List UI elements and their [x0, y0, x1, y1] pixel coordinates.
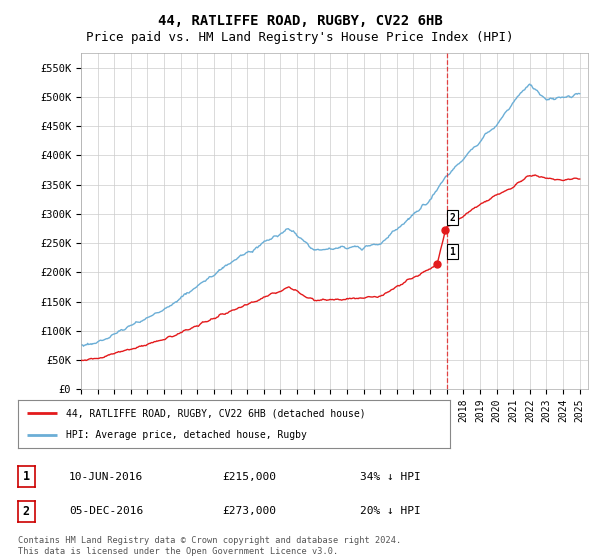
- Text: 2: 2: [449, 213, 455, 223]
- Text: 05-DEC-2016: 05-DEC-2016: [69, 506, 143, 516]
- Text: 2: 2: [23, 505, 30, 518]
- Text: Contains HM Land Registry data © Crown copyright and database right 2024.
This d: Contains HM Land Registry data © Crown c…: [18, 536, 401, 556]
- Text: 10-JUN-2016: 10-JUN-2016: [69, 472, 143, 482]
- Text: 1: 1: [23, 470, 30, 483]
- Text: £215,000: £215,000: [222, 472, 276, 482]
- Text: 1: 1: [449, 247, 455, 257]
- Text: 34% ↓ HPI: 34% ↓ HPI: [360, 472, 421, 482]
- Text: 44, RATLIFFE ROAD, RUGBY, CV22 6HB (detached house): 44, RATLIFFE ROAD, RUGBY, CV22 6HB (deta…: [65, 408, 365, 418]
- Text: Price paid vs. HM Land Registry's House Price Index (HPI): Price paid vs. HM Land Registry's House …: [86, 31, 514, 44]
- Text: 20% ↓ HPI: 20% ↓ HPI: [360, 506, 421, 516]
- Text: HPI: Average price, detached house, Rugby: HPI: Average price, detached house, Rugb…: [65, 430, 307, 440]
- Text: 44, RATLIFFE ROAD, RUGBY, CV22 6HB: 44, RATLIFFE ROAD, RUGBY, CV22 6HB: [158, 14, 442, 28]
- Text: £273,000: £273,000: [222, 506, 276, 516]
